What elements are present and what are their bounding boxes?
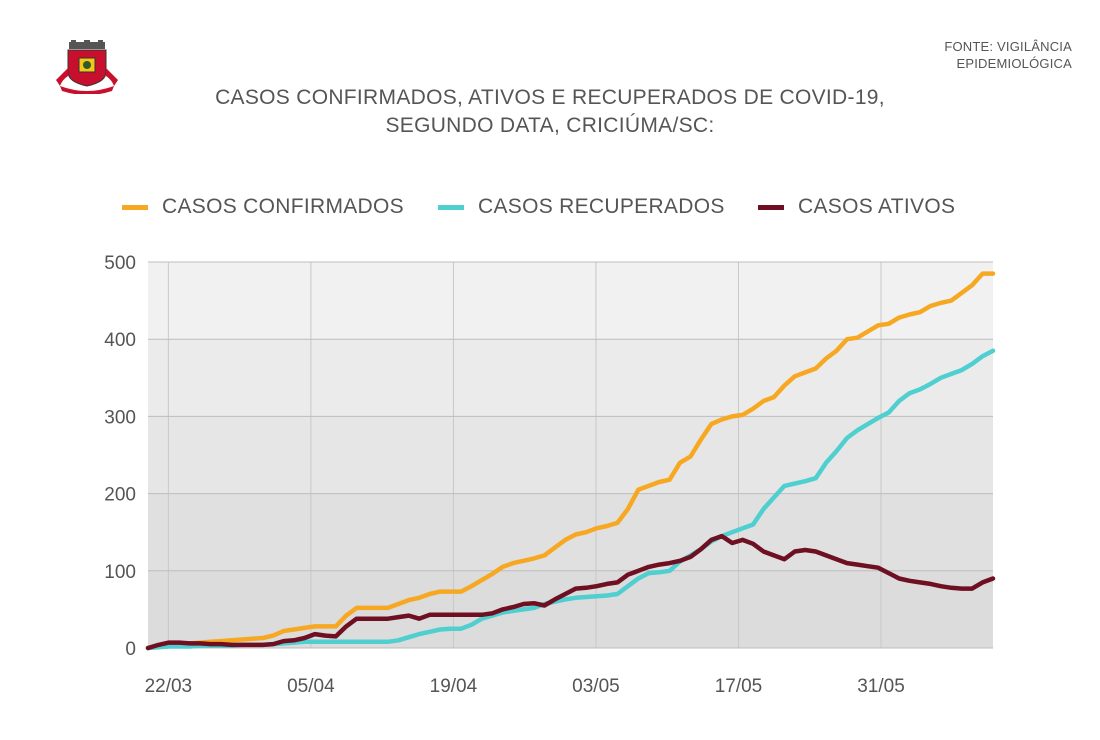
chart-legend: CASOS CONFIRMADOS CASOS RECUPERADOS CASO… (0, 195, 1100, 221)
source-note: FONTE: VIGILÂNCIA EPIDEMIOLÓGICA (944, 38, 1072, 72)
legend-label-recuperados: CASOS RECUPERADOS (478, 195, 725, 218)
chart-title-line-2: SEGUNDO DATA, CRICIÚMA/SC: (385, 114, 715, 137)
source-line-1: FONTE: VIGILÂNCIA (944, 39, 1072, 54)
chart-title: CASOS CONFIRMADOS, ATIVOS E RECUPERADOS … (150, 84, 950, 140)
x-tick-label: 17/05 (715, 676, 763, 697)
y-tick-label: 500 (104, 253, 136, 274)
legend-swatch-ativos (758, 204, 784, 210)
x-tick-label: 31/05 (857, 676, 905, 697)
plot-band (148, 416, 993, 494)
x-tick-label: 22/03 (145, 676, 193, 697)
legend-swatch-recuperados (438, 204, 464, 210)
x-tick-label: 19/04 (430, 676, 478, 697)
series-line-ativos (145, 533, 996, 651)
x-tick-label: 05/04 (287, 676, 335, 697)
y-tick-label: 200 (104, 485, 136, 506)
plot-band (148, 262, 993, 340)
legend-swatch-confirmados (122, 204, 148, 210)
legend-item-recuperados: CASOS RECUPERADOS (438, 195, 725, 219)
series-line-confirmados (145, 271, 996, 651)
y-tick-label: 100 (104, 562, 136, 583)
legend-label-confirmados: CASOS CONFIRMADOS (162, 195, 404, 218)
legend-item-ativos: CASOS ATIVOS (758, 195, 955, 219)
x-tick-label: 03/05 (572, 676, 620, 697)
y-tick-label: 300 (104, 407, 136, 428)
plot-band (148, 570, 993, 648)
y-tick-label: 0 (125, 639, 136, 660)
plot-band (148, 339, 993, 417)
plot-band (148, 493, 993, 571)
legend-item-confirmados: CASOS CONFIRMADOS (122, 195, 404, 219)
legend-label-ativos: CASOS ATIVOS (798, 195, 956, 218)
municipal-coat-of-arms-logo (54, 40, 120, 95)
series-line-recuperados (145, 348, 996, 651)
source-line-2: EPIDEMIOLÓGICA (956, 56, 1072, 71)
y-tick-label: 400 (104, 330, 136, 351)
chart-title-line-1: CASOS CONFIRMADOS, ATIVOS E RECUPERADOS … (215, 86, 885, 109)
